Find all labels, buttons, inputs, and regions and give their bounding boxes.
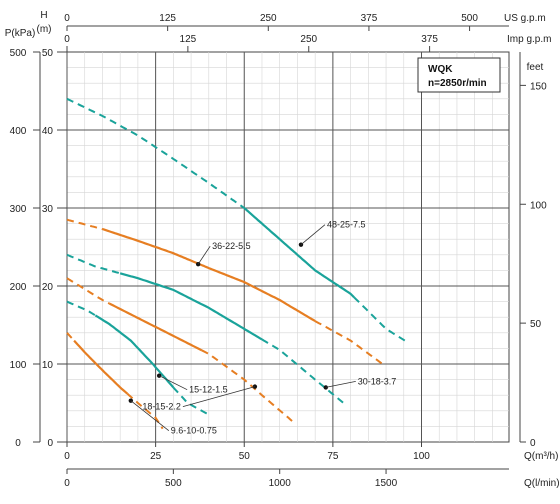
- x-q-axis-label: Q(m³/h): [524, 451, 558, 462]
- y-head-axis-label: H: [40, 10, 47, 21]
- curve-18-15-2.2-solid: [109, 302, 203, 352]
- grid: [66, 51, 510, 443]
- x-q-tick-label: 0: [64, 451, 70, 462]
- legend-title: WQK: [428, 64, 453, 75]
- legend-subtitle: n=2850r/min: [428, 78, 487, 89]
- curve-48-25-7.5-solid: [243, 207, 355, 299]
- curve-36-22-5.5-dashed-end: [314, 320, 384, 365]
- x-lpm-axis-label: Q(l/min): [524, 478, 560, 489]
- x-q-tick-label: 25: [150, 451, 162, 462]
- y-pressure-tick-label: 300: [10, 204, 27, 215]
- curve-labels: 48-25-7.5 36-22-5.5 30-18-3.7 18-15-2.2 15-1…: [128, 220, 397, 436]
- x-lpm-tick-label: 1500: [375, 478, 398, 489]
- curve-label-leader: [130, 400, 170, 431]
- curve-label-leader: [325, 381, 356, 388]
- y-pressure-tick-label: 500: [10, 48, 27, 59]
- y-head-tick-label: 10: [42, 360, 54, 371]
- x-us-axis-label: US g.p.m: [504, 13, 546, 24]
- y-head-tick-label: 40: [42, 126, 54, 137]
- x-us-tick-label: 500: [461, 13, 478, 24]
- y-head-axis-unit: (m): [37, 24, 52, 35]
- y-feet-tick-label: 50: [530, 319, 542, 330]
- curve-label-leader: [197, 245, 211, 265]
- curve-48-25-7.5-dashed-end: [353, 296, 408, 344]
- y-pressure-tick-label: 400: [10, 126, 27, 137]
- curve-label-text: 9.6-10-0.75: [171, 426, 217, 436]
- y-head-tick-label: 30: [42, 204, 54, 215]
- curve-9.6-10-0.75-solid: [73, 339, 129, 395]
- x-imp-tick-label: 125: [180, 34, 197, 45]
- axes: 01020304050H(m)0100200300400500P(kPa)050…: [5, 10, 560, 489]
- curve-48-25-7.5-dashed-start: [66, 97, 245, 209]
- curve-15-12-1.5-dashed-start: [66, 300, 96, 317]
- curve-label-text: 15-12-1.5: [189, 385, 228, 395]
- pump-curves: [66, 97, 408, 430]
- x-lpm-tick-label: 0: [64, 478, 70, 489]
- curve-label-leader: [182, 386, 255, 408]
- x-us-tick-label: 125: [159, 13, 176, 24]
- x-imp-tick-label: 0: [64, 34, 70, 45]
- y-head-tick-label: 20: [42, 282, 54, 293]
- curve-18-15-2.2-dashed-end: [201, 349, 295, 424]
- x-lpm-tick-label: 1000: [269, 478, 292, 489]
- legend-box: [417, 57, 501, 93]
- curve-36-22-5.5-solid: [102, 228, 316, 323]
- curve-label-text: 18-15-2.2: [142, 402, 181, 412]
- curve-15-12-1.5-solid: [94, 314, 175, 389]
- legend: WQK n=2850r/min: [417, 57, 501, 93]
- y-feet-tick-label: 150: [530, 81, 547, 92]
- x-q-tick-label: 50: [239, 451, 251, 462]
- curve-label-leader: [300, 224, 326, 245]
- x-q-tick-label: 75: [327, 451, 339, 462]
- x-imp-axis-label: Imp g.p.m: [507, 34, 551, 45]
- y-pressure-axis-label: P(kPa): [5, 28, 36, 39]
- curve-label-leader: [158, 375, 188, 391]
- y-feet-axis-label: feet: [527, 62, 544, 73]
- x-lpm-tick-label: 500: [165, 478, 182, 489]
- curve-label-dot: [323, 385, 328, 390]
- curve-36-22-5.5-dashed-start: [66, 218, 103, 231]
- x-us-tick-label: 0: [64, 13, 70, 24]
- y-pressure-tick-label: 100: [10, 360, 27, 371]
- y-pressure-tick-label: 200: [10, 282, 27, 293]
- y-feet-tick-label: 0: [530, 438, 536, 449]
- curve-18-15-2.2-dashed-start: [66, 277, 110, 305]
- x-q-tick-label: 100: [413, 451, 430, 462]
- curve-30-18-3.7-solid: [119, 272, 263, 341]
- curve-30-18-3.7-dashed-start: [66, 253, 121, 275]
- x-us-tick-label: 250: [260, 13, 277, 24]
- curve-15-12-1.5-dashed-end: [172, 386, 210, 416]
- curve-label-text: 36-22-5.5: [212, 241, 251, 251]
- y-head-tick-label: 0: [47, 438, 53, 449]
- curve-30-18-3.7-dashed-end: [261, 338, 345, 404]
- y-feet-tick-label: 100: [530, 200, 547, 211]
- y-pressure-tick-label: 0: [15, 438, 21, 449]
- x-imp-tick-label: 375: [421, 34, 438, 45]
- y-head-tick-label: 50: [42, 48, 54, 59]
- curve-label-text: 48-25-7.5: [327, 220, 366, 230]
- curve-9.6-10-0.75-dashed-end: [126, 392, 164, 430]
- x-imp-tick-label: 250: [300, 34, 317, 45]
- curve-label-text: 30-18-3.7: [358, 376, 397, 386]
- x-us-tick-label: 375: [361, 13, 378, 24]
- curve-9.6-10-0.75-dashed-start: [66, 332, 75, 342]
